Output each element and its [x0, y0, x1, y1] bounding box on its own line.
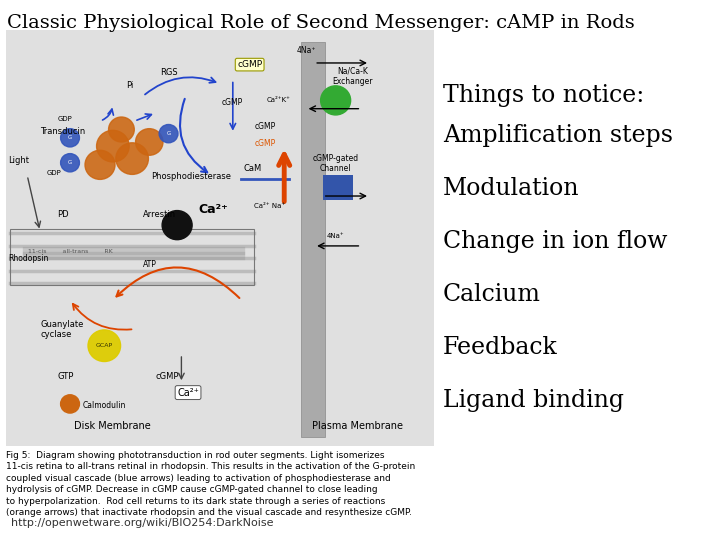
- Text: ATP: ATP: [143, 260, 157, 269]
- Text: G: G: [68, 136, 72, 140]
- Text: Ca²⁺ Na⁺: Ca²⁺ Na⁺: [254, 204, 285, 210]
- Text: GDP: GDP: [57, 116, 72, 122]
- Text: Change in ion flow: Change in ion flow: [443, 230, 667, 253]
- Text: Phosphodiesterase: Phosphodiesterase: [151, 172, 231, 181]
- Circle shape: [320, 86, 351, 115]
- Circle shape: [85, 150, 115, 179]
- Text: G: G: [166, 131, 171, 136]
- Text: CaM: CaM: [243, 164, 262, 173]
- Circle shape: [109, 117, 135, 142]
- Text: Things to notice:: Things to notice:: [443, 84, 644, 107]
- Text: cGMP: cGMP: [254, 123, 276, 132]
- Text: Classic Physiological Role of Second Messenger: cAMP in Rods: Classic Physiological Role of Second Mes…: [7, 14, 635, 31]
- Text: PD: PD: [57, 210, 69, 219]
- Bar: [10, 230, 254, 286]
- Text: G: G: [68, 160, 72, 165]
- Text: cGMP: cGMP: [156, 372, 179, 381]
- Text: Plasma Membrane: Plasma Membrane: [312, 421, 402, 431]
- Text: 11-cis        all-trans        RK: 11-cis all-trans RK: [27, 249, 112, 254]
- Circle shape: [60, 129, 79, 147]
- Text: http://openwetware.org/wiki/BIO254:DarkNoise: http://openwetware.org/wiki/BIO254:DarkN…: [11, 518, 274, 528]
- Circle shape: [159, 125, 178, 143]
- Text: cGMP: cGMP: [254, 139, 276, 148]
- Text: Ca²⁺K⁺: Ca²⁺K⁺: [267, 97, 291, 104]
- Circle shape: [116, 143, 148, 174]
- Circle shape: [96, 130, 129, 162]
- Text: Calmodulin: Calmodulin: [83, 401, 126, 410]
- Circle shape: [162, 211, 192, 240]
- Text: GCAP: GCAP: [96, 343, 113, 348]
- Text: Ca²⁺: Ca²⁺: [177, 388, 199, 397]
- Text: Amplification steps: Amplification steps: [443, 124, 672, 147]
- Text: GDP: GDP: [47, 170, 61, 176]
- Circle shape: [88, 330, 120, 361]
- Text: 4Na⁺: 4Na⁺: [297, 45, 317, 55]
- Text: Feedback: Feedback: [443, 336, 557, 359]
- Text: cGMP-gated
Channel: cGMP-gated Channel: [312, 154, 359, 173]
- Text: Ligand binding: Ligand binding: [443, 389, 624, 412]
- Text: Ca²⁺: Ca²⁺: [199, 202, 228, 215]
- Text: Light: Light: [8, 156, 29, 165]
- Circle shape: [60, 395, 79, 413]
- Text: Pi: Pi: [126, 81, 133, 90]
- Text: Calcium: Calcium: [443, 283, 541, 306]
- Text: 4Na⁺: 4Na⁺: [327, 233, 345, 239]
- Text: Arrestin: Arrestin: [143, 210, 176, 219]
- Circle shape: [60, 153, 79, 172]
- Text: Guanylate
cyclase: Guanylate cyclase: [40, 320, 84, 340]
- Bar: [6, 30, 434, 445]
- Text: Modulation: Modulation: [443, 177, 580, 200]
- Text: cGMP: cGMP: [237, 60, 262, 69]
- Text: Transducin: Transducin: [40, 127, 85, 136]
- Bar: [323, 175, 353, 200]
- Text: GTP: GTP: [57, 372, 73, 381]
- Text: Disk Membrane: Disk Membrane: [74, 421, 151, 431]
- Text: Fig 5:  Diagram showing phototransduction in rod outer segments. Light isomerize: Fig 5: Diagram showing phototransduction…: [6, 451, 415, 517]
- Text: RGS: RGS: [160, 69, 178, 77]
- Text: Na/Ca-K
Exchanger: Na/Ca-K Exchanger: [333, 66, 373, 86]
- Circle shape: [135, 129, 163, 156]
- Text: Rhodopsin: Rhodopsin: [8, 254, 48, 263]
- Text: cGMP: cGMP: [222, 98, 243, 106]
- Bar: [302, 42, 325, 437]
